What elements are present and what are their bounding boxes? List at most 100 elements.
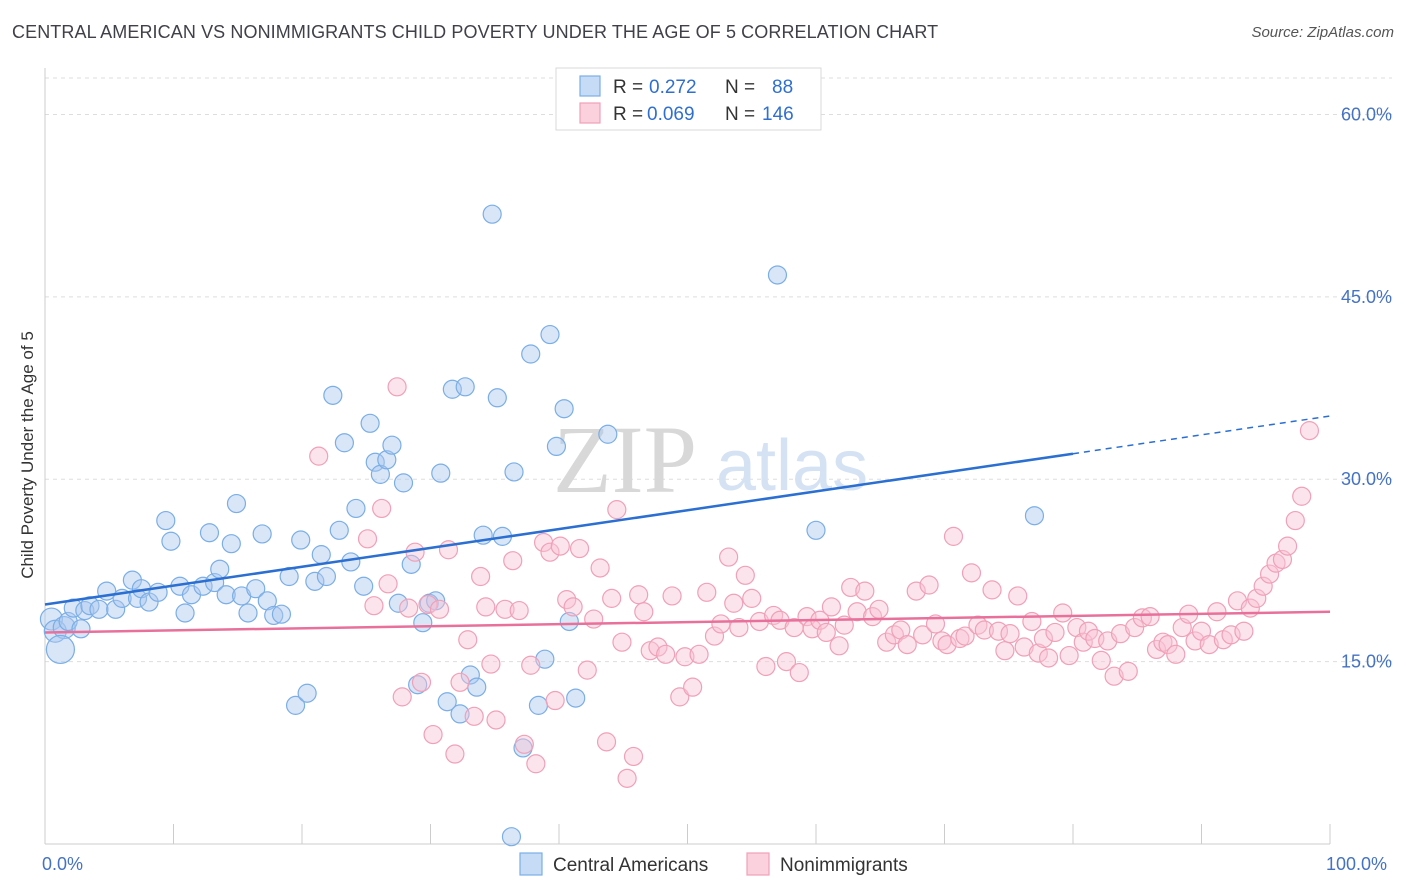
nonimmigrants-point [1110,624,1131,644]
nonimmigrants-point [1073,632,1093,652]
y-tick-label-15: 15.0% [1341,652,1392,672]
nonimmigrants-point [776,652,797,672]
central-americans-point [216,585,236,605]
x-tick-label-max: 100.0% [1326,854,1387,874]
nonimmigrants-point [309,446,329,466]
y-tick-label-45: 45.0% [1341,287,1392,307]
nonimmigrants-point [1158,634,1178,655]
nonimmigrants-point [476,597,496,617]
central-americans-point [401,554,421,574]
nonimmigrants-point [1266,553,1286,573]
legend-n-label-2: N = [725,104,755,125]
y-tick-labels: 15.0% 30.0% 45.0% 60.0% [1341,104,1392,671]
nonimmigrants-point [514,734,534,754]
central-americans-point [382,435,402,455]
nonimmigrants-point [557,590,577,610]
nonimmigrants-point [950,628,970,649]
central-americans-point [156,510,176,531]
nonimmigrants-point [1146,639,1167,660]
nonimmigrants-point [789,662,809,683]
central-americans-point [482,204,502,224]
nonimmigrants-point [464,706,484,726]
trend-line-central-americans-extension [1072,415,1331,455]
y-tick-label-30: 30.0% [1341,469,1392,489]
central-americans-point [71,619,91,639]
nonimmigrants-point [617,768,637,788]
nonimmigrants-point [521,655,541,675]
central-americans-point [388,593,408,613]
y-axis-title: Child Poverty Under the Age of 5 [18,331,37,579]
nonimmigrants-point [1207,602,1227,622]
legend-swatch-nonimmigrants [579,102,601,124]
trend-lines [44,415,1331,634]
nonimmigrants-point [503,551,523,571]
central-americans-point [540,324,560,345]
nonimmigrants-point [697,582,717,602]
central-americans-point [377,450,397,470]
nonimmigrants-point [656,644,676,664]
central-americans-point [316,566,337,587]
nonimmigrants-point [1053,603,1073,623]
nonimmigrants-point [418,594,438,615]
bottom-legend: Central Americans Nonimmigrants [519,852,908,876]
chart-source: Source: ZipAtlas.com [1251,24,1394,41]
central-americans-point [467,677,487,697]
nonimmigrants-point [675,647,695,667]
nonimmigrants-point [1008,586,1028,606]
nonimmigrants-point [847,602,867,622]
legend-r-value-1: 0.272 [649,77,697,98]
nonimmigrants-point [1292,486,1312,506]
nonimmigrants-point [411,672,432,692]
nonimmigrants-point [1091,650,1111,671]
central-americans-point [106,599,126,619]
central-americans-point [360,413,380,433]
central-americans-point [246,579,266,599]
nonimmigrants-point [913,625,933,645]
nonimmigrants-point [897,634,917,655]
central-americans-point [221,534,241,554]
nonimmigrants-point [1277,536,1298,556]
nonimmigrants-point [392,687,412,707]
nonimmigrants-point [1059,645,1079,666]
nonimmigrants-point [974,620,994,640]
nonimmigrants-point [862,607,883,627]
central-americans-point [346,498,366,519]
nonimmigrants-point [612,632,632,652]
central-americans-point [175,603,195,623]
nonimmigrants-point [458,630,478,650]
nonimmigrants-point [629,585,649,605]
trend-line-nonimmigrants [44,610,1331,634]
nonimmigrants-point [1234,621,1254,641]
nonimmigrants-point [623,746,644,767]
nonimmigrants-point [877,632,897,652]
legend-r-label-2: R = [613,104,643,125]
central-americans-point [487,388,507,408]
nonimmigrants-point [399,598,419,618]
central-americans-point [264,605,284,626]
legend-n-value-2: 146 [762,104,794,125]
central-americans-point [161,531,181,551]
central-americans-point [460,665,480,685]
central-americans-point [199,523,220,543]
central-americans-point [297,683,317,703]
nonimmigrants-point [1022,611,1042,632]
nonimmigrants-point [1078,621,1099,641]
legend: R = 0.272 N = 88 R = 0.069 N = 146 [555,67,822,131]
central-americans-point [437,692,457,712]
nonimmigrants-point [943,526,964,546]
x-ticks [44,824,1331,844]
legend-r-label-1: R = [613,77,643,98]
nonimmigrants-point [590,558,610,578]
nonimmigrants-point [735,565,755,585]
nonimmigrants-point [670,687,690,707]
legend-swatch-central-americans [579,75,601,97]
nonimmigrants-point [1199,634,1219,655]
nonimmigrants-point [704,626,725,646]
nonimmigrants-point [526,754,546,774]
nonimmigrants-point [841,577,861,598]
central-americans-point [528,695,549,715]
nonimmigrants-point [1185,631,1205,651]
nonimmigrants-point [729,617,749,638]
nonimmigrants-point [742,588,762,608]
central-americans-point [210,559,230,579]
